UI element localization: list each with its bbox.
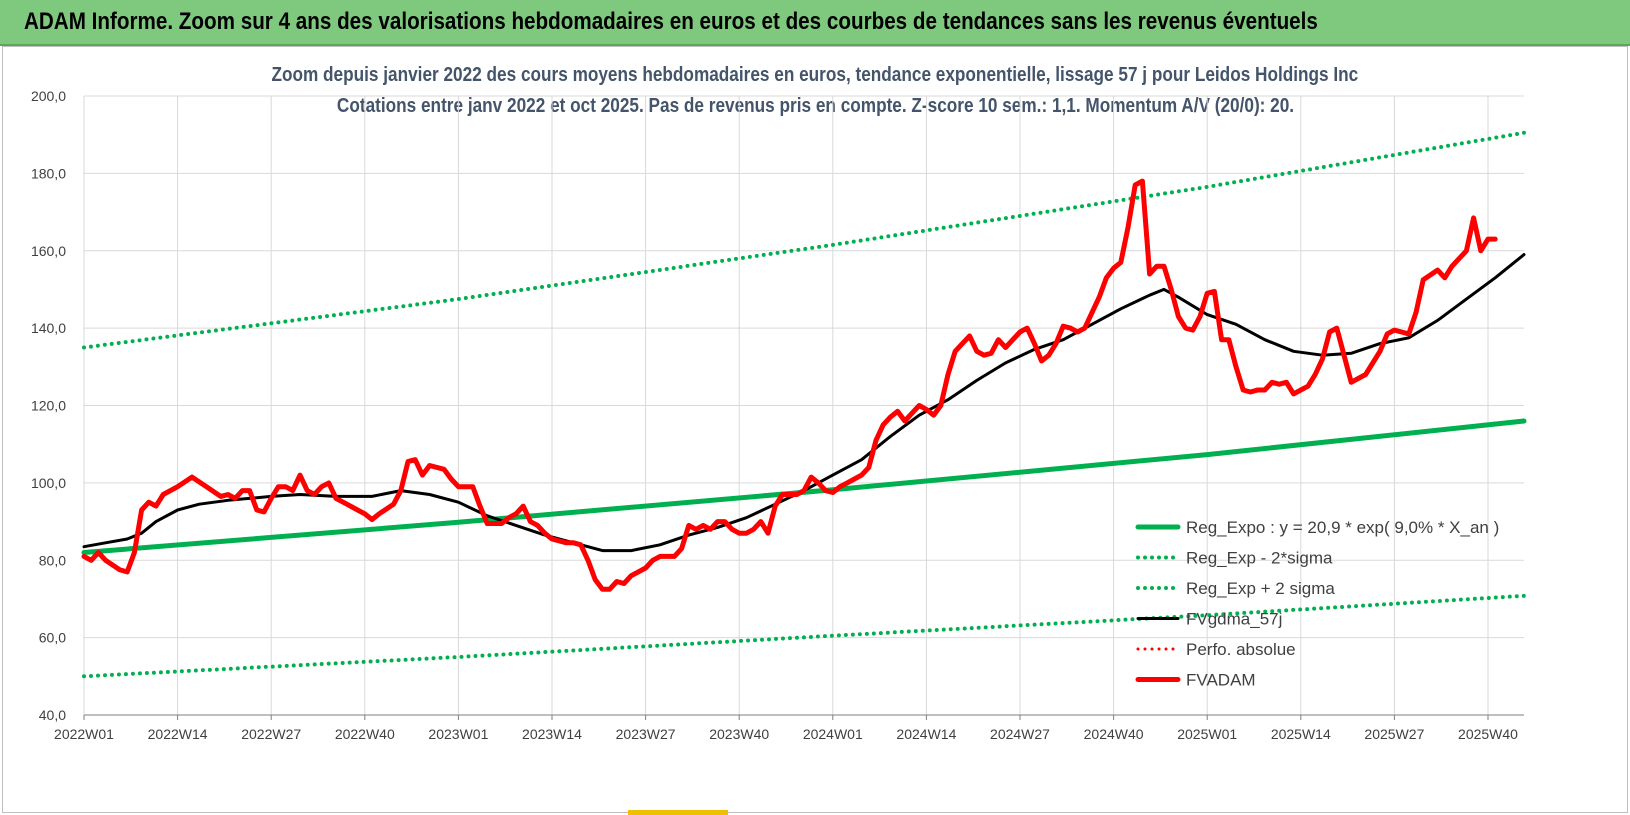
legend-label: Perfo. absolue <box>1186 640 1296 659</box>
x-tick-label: 2025W40 <box>1458 726 1518 742</box>
y-axis: 40,0 60,0 80,0 100,0 120,0 140,0 160,0 180,0 200… <box>31 88 66 723</box>
series-line-1 <box>82 593 1526 679</box>
y-tick-label: 100,0 <box>31 475 66 491</box>
x-tick-label: 2022W01 <box>54 726 114 742</box>
x-tick-label: 2025W14 <box>1271 726 1331 742</box>
chart-subtitle-text: Cotations entre janv 2022 et oct 2025. P… <box>336 95 1294 117</box>
sheet-tab-indicator <box>628 810 728 815</box>
x-tick-label: 2024W40 <box>1084 726 1144 742</box>
chart-legend: Reg_Expo : y = 20,9 * exp( 9,0% * X_an )… <box>1135 518 1499 690</box>
x-tick-label: 2022W27 <box>241 726 301 742</box>
y-tick-label: 140,0 <box>31 320 66 336</box>
x-tick-label: 2025W01 <box>1177 726 1237 742</box>
legend-label: Reg_Expo : y = 20,9 * exp( 9,0% * X_an ) <box>1186 518 1499 537</box>
page-title: ADAM Informe. Zoom sur 4 ans des valoris… <box>24 8 1318 35</box>
series-line-5 <box>81 178 1498 592</box>
chart-title: Zoom depuis janvier 2022 des cours moyen… <box>0 64 1630 87</box>
y-tick-label: 40,0 <box>39 707 66 723</box>
legend-label: FVADAM <box>1186 671 1256 690</box>
x-axis: 2022W01 2022W14 2022W27 2022W40 2023W01 2023W… <box>54 714 1524 742</box>
chart-series <box>81 130 1527 679</box>
y-tick-label: 180,0 <box>31 165 66 181</box>
x-tick-label: 2023W14 <box>522 726 582 742</box>
header-bar: ADAM Informe. Zoom sur 4 ans des valoris… <box>0 0 1630 46</box>
legend-label: Reg_Exp + 2 sigma <box>1186 579 1335 598</box>
y-tick-label: 160,0 <box>31 243 66 259</box>
x-tick-label: 2024W27 <box>990 726 1050 742</box>
chart-title-text: Zoom depuis janvier 2022 des cours moyen… <box>271 64 1359 86</box>
x-tick-label: 2022W14 <box>148 726 208 742</box>
chart-frame <box>2 46 1628 813</box>
x-tick-label: 2023W40 <box>709 726 769 742</box>
x-tick-label: 2023W01 <box>428 726 488 742</box>
x-tick-label: 2024W01 <box>803 726 863 742</box>
chart-subtitle: Cotations entre janv 2022 et oct 2025. P… <box>0 95 1630 118</box>
x-tick-label: 2024W14 <box>896 726 956 742</box>
series-line-3 <box>82 253 1526 553</box>
x-tick-label: 2022W40 <box>335 726 395 742</box>
x-tick-label: 2025W27 <box>1364 726 1424 742</box>
y-tick-label: 80,0 <box>39 552 66 568</box>
series-line-2 <box>82 130 1526 350</box>
legend-label: FVgdma_57j <box>1186 610 1282 629</box>
y-tick-label: 60,0 <box>39 630 66 646</box>
x-tick-label: 2023W27 <box>616 726 676 742</box>
y-tick-label: 120,0 <box>31 398 66 414</box>
chart-grid <box>83 95 1524 716</box>
legend-label: Reg_Exp - 2*sigma <box>1186 549 1333 568</box>
y-tick-label: 200,0 <box>31 88 66 104</box>
